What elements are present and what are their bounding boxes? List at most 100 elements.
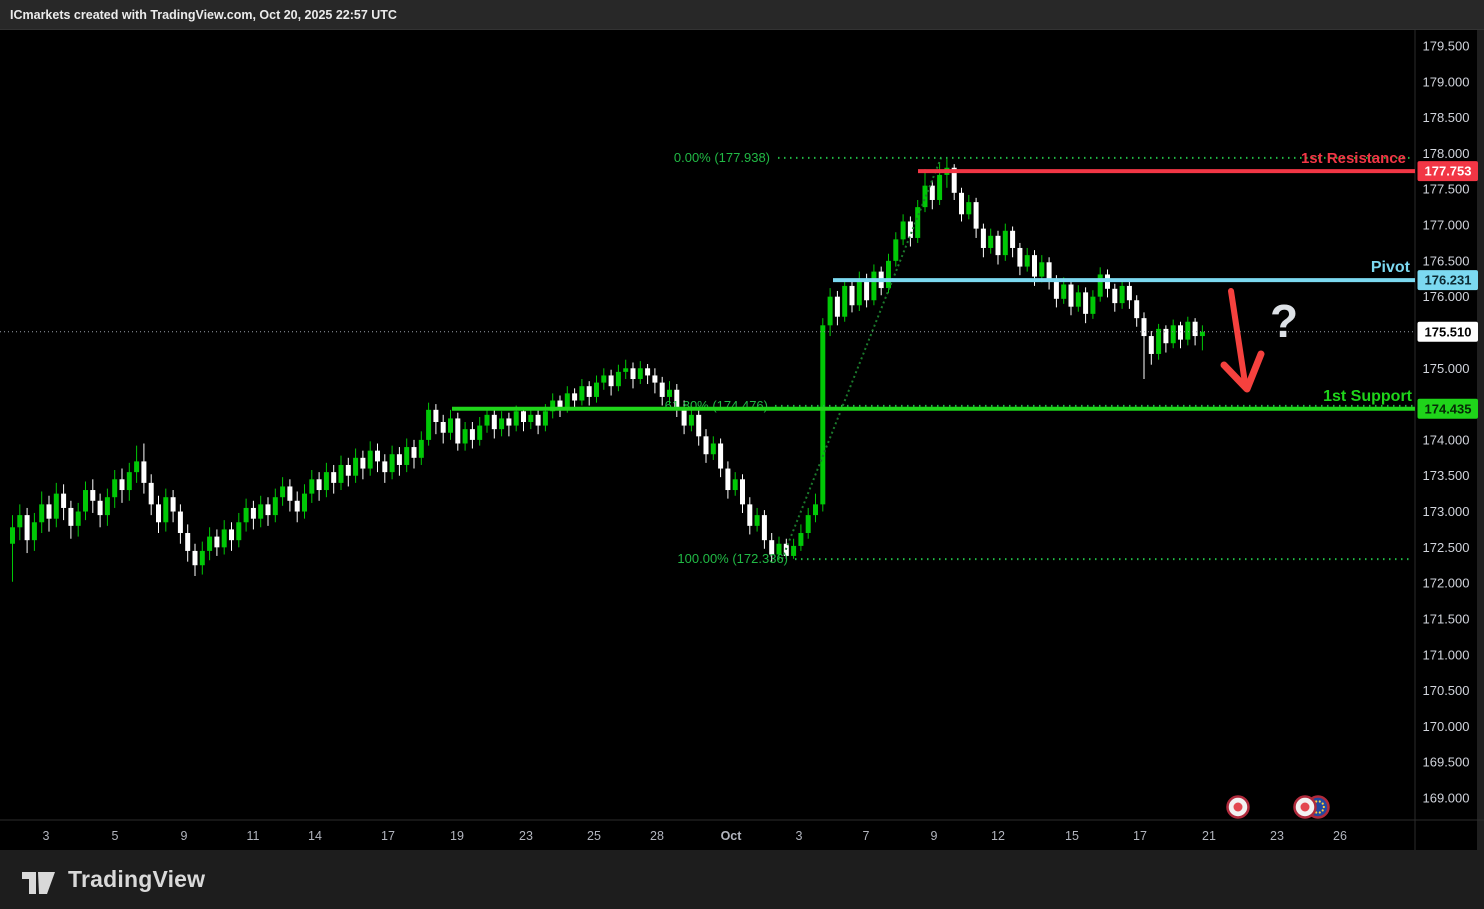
price-tick-label: 178.000 [1423,146,1470,161]
candle-body [550,400,556,412]
candle-body [1097,274,1103,297]
candle-body [177,511,183,534]
candle-body [535,414,541,426]
projection-arrow-head[interactable] [1220,350,1265,393]
candle-body [769,540,775,555]
pivot-price-tag-text: 176.231 [1425,273,1472,288]
candle-body [375,450,380,462]
candle-body [506,418,512,426]
tradingview-logo-icon[interactable] [20,865,58,895]
eu-flag-star [1318,800,1321,803]
candle-body [61,493,67,508]
time-tick-label: 25 [587,829,601,843]
candle-body [396,454,402,465]
candle-body [864,278,870,301]
time-tick-label: 3 [796,829,803,843]
candle-body [929,185,935,200]
candle-body [849,285,855,306]
chart-area[interactable]: 179.500 179.000 178.500 178.000 177.500 177.0… [0,30,1484,850]
candle-body [1112,288,1118,304]
candle-body [871,271,877,301]
candle-body [440,422,446,433]
candle-body [134,461,140,473]
price-tick-label: 177.000 [1423,218,1470,233]
candle-body [214,536,220,548]
projection-arrow-shaft[interactable] [1228,288,1248,386]
eu-flag-star [1321,809,1324,812]
candle-body [163,497,169,523]
candle-body [448,418,453,433]
candle-body [973,202,979,229]
candle-body [156,504,161,523]
candle-body [761,515,767,541]
candle-body [1119,285,1125,304]
time-axis[interactable]: 3 5 9 11 14 17 19 23 25 28 Oct 3 7 9 12 15 17 21 23 26 [43,829,1347,843]
candle-body [937,174,943,200]
time-tick-label: 26 [1333,829,1347,843]
eu-flag-star [1315,811,1318,814]
candle-body [1024,255,1030,267]
candle-body [594,382,599,397]
support-label: 1st Support [1323,388,1413,405]
footer-bar: TradingView [0,850,1484,909]
candle-body [170,497,176,512]
candle-body [1068,284,1074,307]
time-tick-label: 23 [1270,829,1284,843]
candle-body [24,515,30,541]
candle-body [827,296,833,326]
candle-body [893,239,899,261]
price-tick-label: 173.500 [1423,468,1470,483]
candle-body [433,409,439,422]
candles-series [10,157,1205,582]
candle-body [316,479,322,491]
price-axis[interactable]: 179.500 179.000 178.500 178.000 177.500 177.0… [1423,39,1470,806]
candle-body [710,443,716,455]
candle-body [338,464,344,483]
header-bar: ICmarkets created with TradingView.com, … [0,0,1484,30]
candle-body [243,507,249,523]
candle-body [68,507,74,526]
candle-body [46,504,52,519]
candle-body [404,447,410,465]
candle-body [703,436,709,455]
candle-body [302,493,307,512]
candle-body [469,429,475,440]
candle-body [907,221,913,238]
scroll-strip[interactable] [1477,30,1484,850]
eu-flag-star [1318,811,1321,814]
time-tick-label: 14 [308,829,322,843]
candle-body [521,411,526,422]
time-tick-label: 23 [519,829,533,843]
candle-body [754,515,760,526]
candle-body [323,472,329,491]
price-tick-label: 175.000 [1423,361,1470,376]
candle-body [53,493,59,519]
candle-body [272,497,278,516]
time-tick-label: 9 [931,829,938,843]
candle-body [389,454,395,473]
fib-trend-line[interactable] [781,157,942,560]
candle-body [586,386,592,397]
candle-body [462,429,468,444]
price-chart[interactable]: 179.500 179.000 178.500 178.000 177.500 177.0… [0,30,1484,850]
candle-body [141,461,147,483]
candle-body [951,167,957,193]
price-tick-label: 179.000 [1423,74,1470,89]
time-tick-label: 21 [1202,829,1216,843]
candle-body [659,382,665,397]
resistance-price-tag [1417,161,1478,182]
time-tick-label: 3 [43,829,50,843]
candle-body [791,545,797,556]
candle-body [1046,262,1052,281]
tradingview-logo-text[interactable]: TradingView [68,866,206,892]
price-tick-label: 169.500 [1423,755,1470,770]
current-price-tag [1417,321,1478,342]
candle-body [148,482,154,505]
candle-body [623,368,629,372]
candle-body [280,486,286,498]
candle-body [331,472,337,483]
price-tick-label: 170.500 [1423,683,1470,698]
candle-body [411,447,417,458]
chart-watermark-title: ICmarkets created with TradingView.com, … [10,8,397,22]
candle-body [572,393,578,401]
